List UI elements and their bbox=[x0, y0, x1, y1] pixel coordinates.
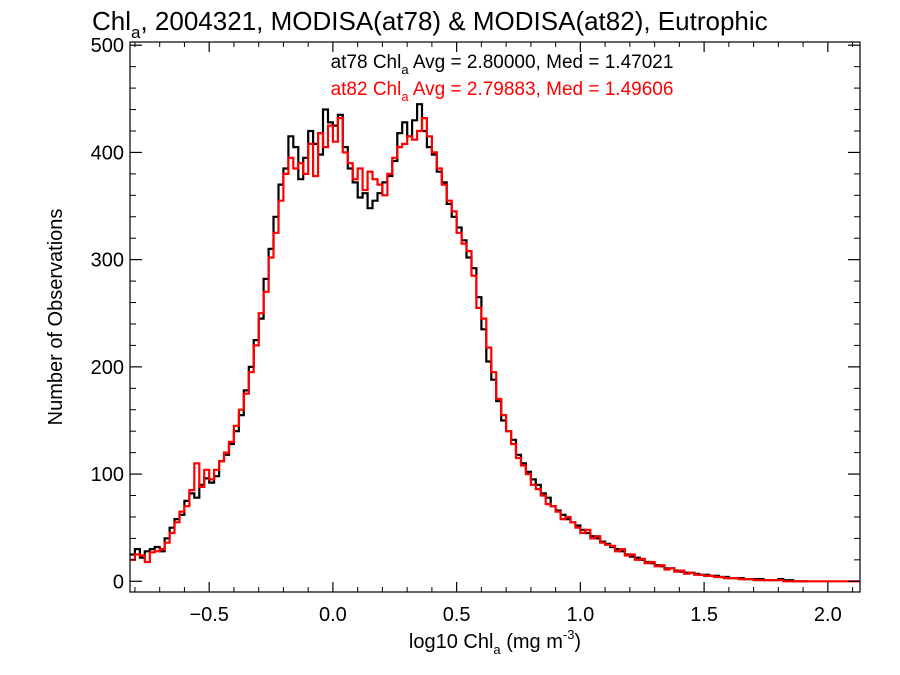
xlabel-rest: (mg m bbox=[501, 631, 563, 653]
x-tick-label: 0.5 bbox=[443, 604, 471, 626]
annot-at82-pre: at82 Chl bbox=[331, 79, 402, 100]
annot-at78-pre: at78 Chl bbox=[331, 52, 402, 73]
x-tick-label: −0.5 bbox=[189, 604, 228, 626]
annot-at78-sub: a bbox=[401, 62, 409, 77]
chart-title-rest: , 2004321, MODISA(at78) & MODISA(at82), … bbox=[140, 6, 767, 36]
x-tick-label: 1.5 bbox=[690, 604, 718, 626]
xlabel-sub: a bbox=[493, 642, 501, 657]
xlabel-main: log10 Chl bbox=[409, 631, 494, 653]
tick-layer: −0.5 0.0 0.5 1.0 1.5 2.0 0 100 200 300 400 500 bbox=[91, 35, 860, 626]
y-tick-label: 400 bbox=[91, 142, 124, 164]
chart-title-sub: a bbox=[131, 23, 141, 42]
plot-frame bbox=[129, 41, 861, 593]
y-axis-label: Number of Observations bbox=[45, 209, 67, 426]
stats-annotation-at82: at82 Chla Avg = 2.79883, Med = 1.49606 bbox=[331, 79, 674, 104]
annot-at82-sub: a bbox=[401, 89, 409, 104]
chart-title: Chla, 2004321, MODISA(at78) & MODISA(at8… bbox=[92, 6, 768, 42]
x-tick-label: 2.0 bbox=[814, 604, 842, 626]
y-tick-label: 200 bbox=[91, 357, 124, 379]
xlabel-end: ) bbox=[574, 631, 581, 653]
series-at78-histogram bbox=[130, 103, 808, 583]
x-axis-label: log10 Chla (mg m-3) bbox=[409, 627, 581, 657]
stats-annotation-at78: at78 Chla Avg = 2.80000, Med = 1.47021 bbox=[331, 52, 674, 77]
y-tick-label: 0 bbox=[113, 571, 124, 593]
annot-at78-post: Avg = 2.80000, Med = 1.47021 bbox=[409, 52, 674, 73]
x-tick-label: 1.0 bbox=[566, 604, 594, 626]
y-tick-label: 500 bbox=[91, 35, 124, 57]
y-tick-label: 100 bbox=[91, 464, 124, 486]
chart-title-main: Chl bbox=[92, 6, 131, 36]
xlabel-sup: -3 bbox=[563, 627, 575, 642]
x-tick-label: 0.0 bbox=[319, 604, 347, 626]
y-tick-label: 300 bbox=[91, 250, 124, 272]
annot-at82-post: Avg = 2.79883, Med = 1.49606 bbox=[409, 79, 674, 100]
series-at82-histogram bbox=[130, 117, 860, 583]
series-layer bbox=[130, 103, 860, 583]
